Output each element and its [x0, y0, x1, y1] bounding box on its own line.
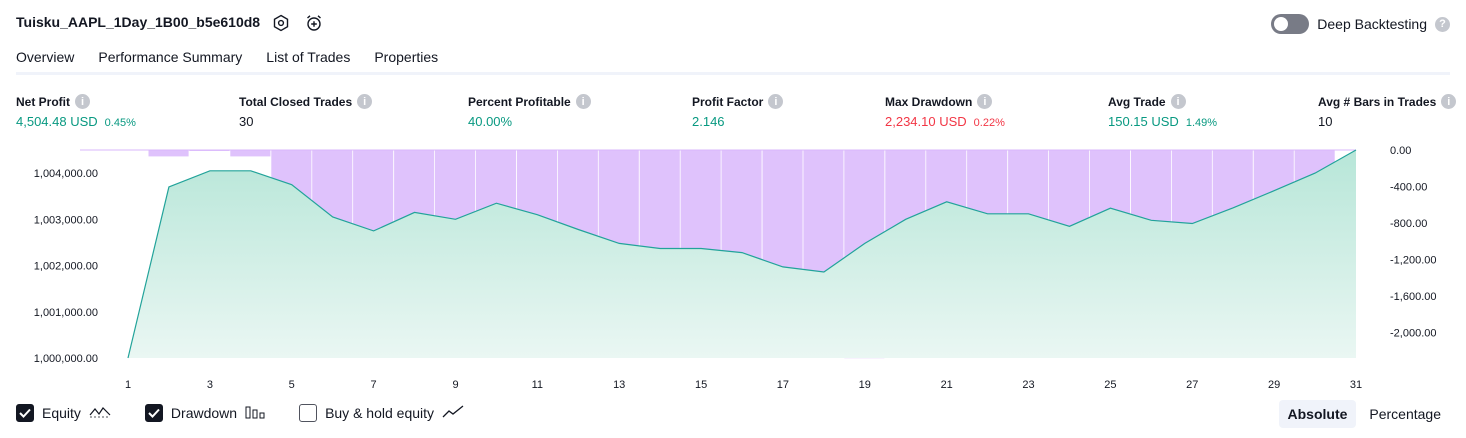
right-axis-tick: -2,000.00 — [1390, 328, 1436, 340]
x-axis-tick: 27 — [1186, 379, 1198, 391]
x-axis-tick: 11 — [532, 379, 543, 391]
equity-area — [128, 150, 1356, 358]
drawdown-label: Drawdown — [170, 405, 238, 421]
drawdown-checkbox[interactable] — [144, 404, 163, 422]
equity-label: Equity — [42, 405, 81, 421]
metric-label: Percent Profitable — [468, 94, 571, 109]
net-profit-value: 4,504.48 USD — [16, 114, 98, 129]
avg-trade-percent: 1.49% — [1185, 117, 1218, 129]
equity-line — [127, 149, 1357, 359]
deep-backtesting-control: Deep Backtesting ? — [1271, 14, 1450, 34]
max-drawdown-value: 2,234.10 USD — [885, 114, 967, 129]
hexagon-gear-icon[interactable] — [272, 14, 290, 32]
left-axis-tick: 1,004,000.00 — [34, 168, 98, 180]
drawdown-bars-icon — [245, 405, 265, 422]
right-axis-tick: 0.00 — [1390, 145, 1411, 157]
info-icon[interactable]: i — [768, 94, 784, 109]
legend-drawdown[interactable]: Drawdown — [144, 404, 265, 422]
info-icon[interactable]: i — [977, 94, 993, 109]
metric-label: Max Drawdown — [885, 94, 973, 109]
left-axis-tick: 1,001,000.00 — [34, 307, 98, 319]
metric-label: Net Profit — [16, 94, 70, 109]
drawdown-bar[interactable] — [230, 150, 271, 157]
max-drawdown-percent: 0.22% — [973, 117, 1005, 129]
x-axis-tick: 9 — [452, 379, 458, 391]
metric-label: Avg Trade — [1108, 94, 1166, 109]
metric-percent-profitable: Percent Profitable i 40.00% — [468, 94, 591, 129]
metric-net-profit: Net Profit i 4,504.48 USD 0.45% — [16, 94, 136, 129]
right-axis-tick: -400.00 — [1390, 182, 1427, 194]
x-axis-tick: 1 — [125, 379, 131, 391]
metric-total-closed-trades: Total Closed Trades i 30 — [239, 94, 373, 129]
x-axis-tick: 3 — [207, 379, 213, 391]
x-axis-tick: 31 — [1350, 379, 1362, 391]
metric-avg-trade: Avg Trade i 150.15 USD 1.49% — [1108, 94, 1217, 129]
right-axis-tick: -1,200.00 — [1390, 255, 1436, 267]
profit-factor-value: 2.146 — [692, 114, 725, 129]
info-icon[interactable]: i — [357, 94, 373, 109]
x-axis-tick: 25 — [1104, 379, 1116, 391]
left-axis-tick: 1,002,000.00 — [34, 261, 98, 273]
metric-label: Avg # Bars in Trades — [1318, 94, 1437, 109]
x-axis-tick: 23 — [1022, 379, 1034, 391]
left-axis-tick: 1,003,000.00 — [34, 214, 98, 226]
tab-properties[interactable]: Properties — [374, 49, 439, 65]
x-axis-tick: 21 — [941, 379, 953, 391]
left-axis-tick: 1,000,000.00 — [34, 353, 98, 365]
deep-backtesting-label: Deep Backtesting — [1317, 16, 1427, 32]
x-axis-tick: 15 — [695, 379, 707, 391]
deep-backtesting-toggle[interactable] — [1271, 14, 1310, 34]
absolute-button[interactable]: Absolute — [1278, 400, 1357, 428]
metric-avg-bars: Avg # Bars in Trades i 10 — [1318, 94, 1457, 129]
percentage-button[interactable]: Percentage — [1369, 406, 1441, 422]
info-icon[interactable]: i — [1170, 94, 1186, 109]
buy-hold-checkbox[interactable] — [299, 404, 318, 422]
equity-line-icon — [89, 405, 111, 422]
avg-bars-value: 10 — [1318, 114, 1333, 129]
info-icon[interactable]: i — [1441, 94, 1457, 109]
strategy-title: Tuisku_AAPL_1Day_1B00_b5e610d8 — [16, 14, 261, 30]
equity-checkbox[interactable] — [16, 404, 34, 422]
metric-label: Profit Factor — [692, 94, 764, 109]
metric-label: Total Closed Trades — [239, 94, 353, 109]
total-closed-trades-value: 30 — [239, 114, 254, 129]
metric-max-drawdown: Max Drawdown i 2,234.10 USD 0.22% — [885, 94, 1005, 129]
x-axis-tick: 13 — [613, 379, 625, 391]
info-icon[interactable]: i — [575, 94, 591, 109]
info-icon[interactable]: i — [75, 94, 90, 109]
alarm-clock-add-icon[interactable] — [305, 14, 323, 32]
tabs-divider — [16, 72, 1450, 75]
buy-hold-label: Buy & hold equity — [325, 405, 435, 421]
x-axis-tick: 29 — [1268, 379, 1280, 391]
trend-line-icon — [442, 404, 464, 422]
right-axis-tick: -1,600.00 — [1390, 291, 1436, 303]
x-axis-tick: 5 — [289, 379, 295, 391]
x-axis-tick: 7 — [371, 379, 377, 391]
drawdown-bar[interactable] — [148, 150, 189, 157]
tab-list-of-trades[interactable]: List of Trades — [266, 49, 351, 65]
tab-performance-summary[interactable]: Performance Summary — [98, 49, 243, 65]
scale-toggle: Absolute Percentage — [1278, 400, 1451, 428]
percent-profitable-value: 40.00% — [468, 114, 513, 129]
right-axis-tick: -800.00 — [1390, 218, 1427, 230]
chart-legend: Equity Drawdown Buy & hold equity — [16, 404, 486, 422]
net-profit-percent: 0.45% — [104, 117, 136, 129]
x-axis-tick: 17 — [777, 379, 789, 391]
metric-profit-factor: Profit Factor i 2.146 — [692, 94, 784, 129]
legend-buy-hold[interactable]: Buy & hold equity — [299, 404, 464, 422]
help-icon[interactable]: ? — [1435, 16, 1450, 32]
x-axis-tick: 19 — [859, 379, 871, 391]
avg-trade-value: 150.15 USD — [1108, 114, 1179, 129]
legend-equity[interactable]: Equity — [16, 404, 111, 422]
equity-drawdown-chart[interactable]: 1,000,000.00 1,001,000.00 1,002,000.00 1,00… — [0, 140, 1466, 394]
tab-overview[interactable]: Overview — [16, 49, 75, 75]
report-tabs: Overview Performance Summary List of Tra… — [16, 49, 439, 75]
